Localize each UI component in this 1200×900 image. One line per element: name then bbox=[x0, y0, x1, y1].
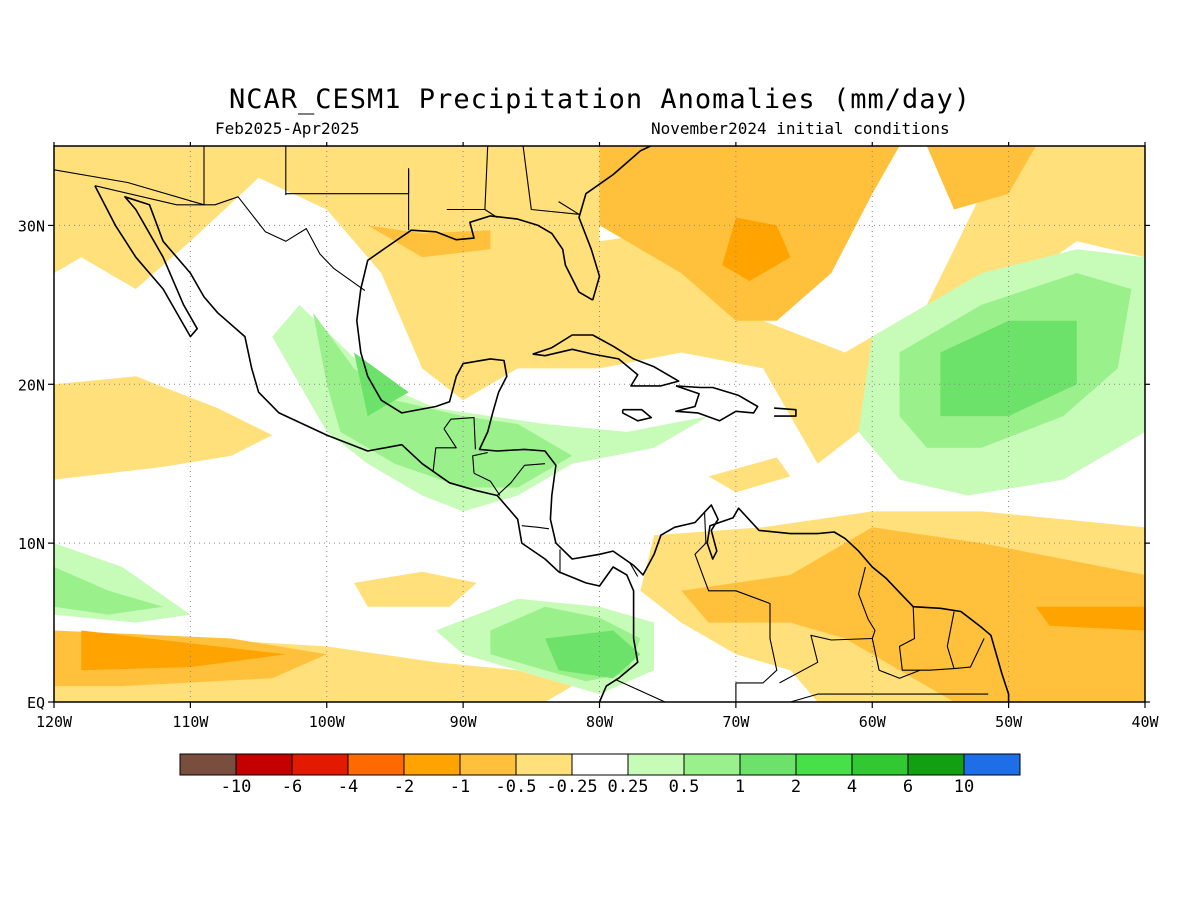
colorbar-label: 0.25 bbox=[608, 777, 649, 797]
country-border-13 bbox=[521, 525, 550, 530]
coastline-3 bbox=[532, 334, 680, 387]
country-border-10 bbox=[473, 472, 501, 496]
colorbar-swatch bbox=[627, 753, 685, 776]
country-border-12 bbox=[496, 463, 546, 496]
lon-tick-label: 110W bbox=[172, 713, 209, 731]
country-border-11 bbox=[472, 452, 488, 474]
colorbar-swatch bbox=[515, 753, 573, 776]
country-border-15 bbox=[629, 561, 639, 577]
map-title: NCAR_CESM1 Precipitation Anomalies (mm/d… bbox=[229, 84, 971, 115]
country-border-19 bbox=[898, 606, 955, 671]
colorbar-swatch bbox=[403, 753, 461, 776]
colorbar-swatch bbox=[291, 753, 349, 776]
country-border-0 bbox=[94, 185, 366, 292]
season-subtitle: Feb2025-Apr2025 bbox=[215, 119, 360, 138]
lon-tick-label: 50W bbox=[995, 713, 1023, 731]
anomaly-region-18 bbox=[313, 312, 573, 488]
lon-tick-label: 40W bbox=[1131, 713, 1159, 731]
lon-tick-label: 100W bbox=[309, 713, 346, 731]
colorbar-swatch bbox=[739, 753, 797, 776]
country-border-9 bbox=[432, 428, 457, 472]
anomaly-region-13 bbox=[1035, 606, 1145, 631]
anomaly-region-21 bbox=[54, 567, 164, 615]
lat-tick-label: 20N bbox=[18, 376, 45, 394]
country-border-18 bbox=[858, 566, 921, 679]
colorbar-label: -6 bbox=[282, 777, 302, 797]
coastline-5 bbox=[621, 408, 653, 422]
colorbar-label: -10 bbox=[221, 777, 252, 797]
anomaly-region-23 bbox=[940, 320, 1077, 417]
colorbar-swatch bbox=[347, 753, 405, 776]
colorbar-label: -1 bbox=[450, 777, 470, 797]
colorbar-swatch bbox=[683, 753, 741, 776]
anomaly-region-14 bbox=[272, 304, 709, 512]
colorbar-swatch bbox=[459, 753, 517, 776]
coastline-1 bbox=[578, 146, 653, 301]
country-border-22 bbox=[787, 693, 989, 702]
coastline-4 bbox=[675, 385, 759, 422]
lon-tick-label: 60W bbox=[859, 713, 887, 731]
country-border-1 bbox=[54, 146, 205, 206]
country-border-7 bbox=[522, 146, 580, 215]
coastline-border-layer bbox=[54, 146, 1010, 702]
colorbar: -10 -6 -4 -2 -1 -0.5 -0.25 0.25 0.5 1 2 4 6 10 bbox=[179, 753, 1021, 797]
lat-tick-label: EQ bbox=[27, 694, 45, 712]
colorbar-swatch bbox=[179, 753, 237, 776]
anomaly-region-4 bbox=[354, 571, 477, 607]
colorbar-label: 10 bbox=[954, 777, 974, 797]
lat-lon-grid bbox=[54, 146, 1145, 702]
colorbar-label: 4 bbox=[847, 777, 857, 797]
anomaly-region-22 bbox=[354, 352, 409, 417]
country-border-8 bbox=[443, 417, 476, 450]
colorbar-label: 2 bbox=[791, 777, 801, 797]
coastline-2 bbox=[355, 215, 1010, 702]
anomaly-region-10 bbox=[367, 225, 491, 258]
lat-tick-label: 10N bbox=[18, 535, 45, 553]
country-border-20 bbox=[954, 638, 985, 670]
colorbar-label: -2 bbox=[394, 777, 414, 797]
colorbar-swatch bbox=[963, 753, 1021, 776]
anomaly-region-1 bbox=[54, 376, 273, 480]
colorbar-swatch bbox=[795, 753, 853, 776]
colorbar-label: -0.5 bbox=[496, 777, 537, 797]
country-border-17 bbox=[615, 679, 666, 702]
colorbar-label: 0.5 bbox=[669, 777, 700, 797]
anomaly-region-12 bbox=[722, 217, 791, 281]
lat-tick-label: 30N bbox=[18, 217, 45, 235]
colorbar-label: 6 bbox=[903, 777, 913, 797]
country-border-6 bbox=[484, 146, 489, 210]
country-border-16 bbox=[694, 511, 778, 702]
lon-tick-label: 70W bbox=[722, 713, 750, 731]
initial-conditions-subtitle: November2024 initial conditions bbox=[651, 119, 950, 138]
colorbar-label: -4 bbox=[338, 777, 358, 797]
lon-tick-label: 90W bbox=[450, 713, 478, 731]
colorbar-swatch bbox=[851, 753, 909, 776]
lon-tick-label: 80W bbox=[586, 713, 614, 731]
colorbar-label: 1 bbox=[735, 777, 745, 797]
colorbar-swatch bbox=[571, 753, 629, 776]
coastline-0 bbox=[94, 185, 639, 702]
country-border-21 bbox=[779, 634, 873, 684]
map-axes: 120W 110W 100W 90W 80W 70W 60W 50W 40W EQ 10N 20N 30… bbox=[18, 142, 1160, 731]
lon-tick-label: 120W bbox=[36, 713, 73, 731]
anomaly-region-24 bbox=[545, 630, 641, 679]
coastline-6 bbox=[774, 407, 797, 417]
colorbar-swatch bbox=[907, 753, 965, 776]
colorbar-label: -0.25 bbox=[546, 777, 597, 797]
anomaly-region-11 bbox=[81, 630, 286, 671]
colorbar-swatch bbox=[235, 753, 293, 776]
anomaly-region-5 bbox=[708, 457, 791, 493]
